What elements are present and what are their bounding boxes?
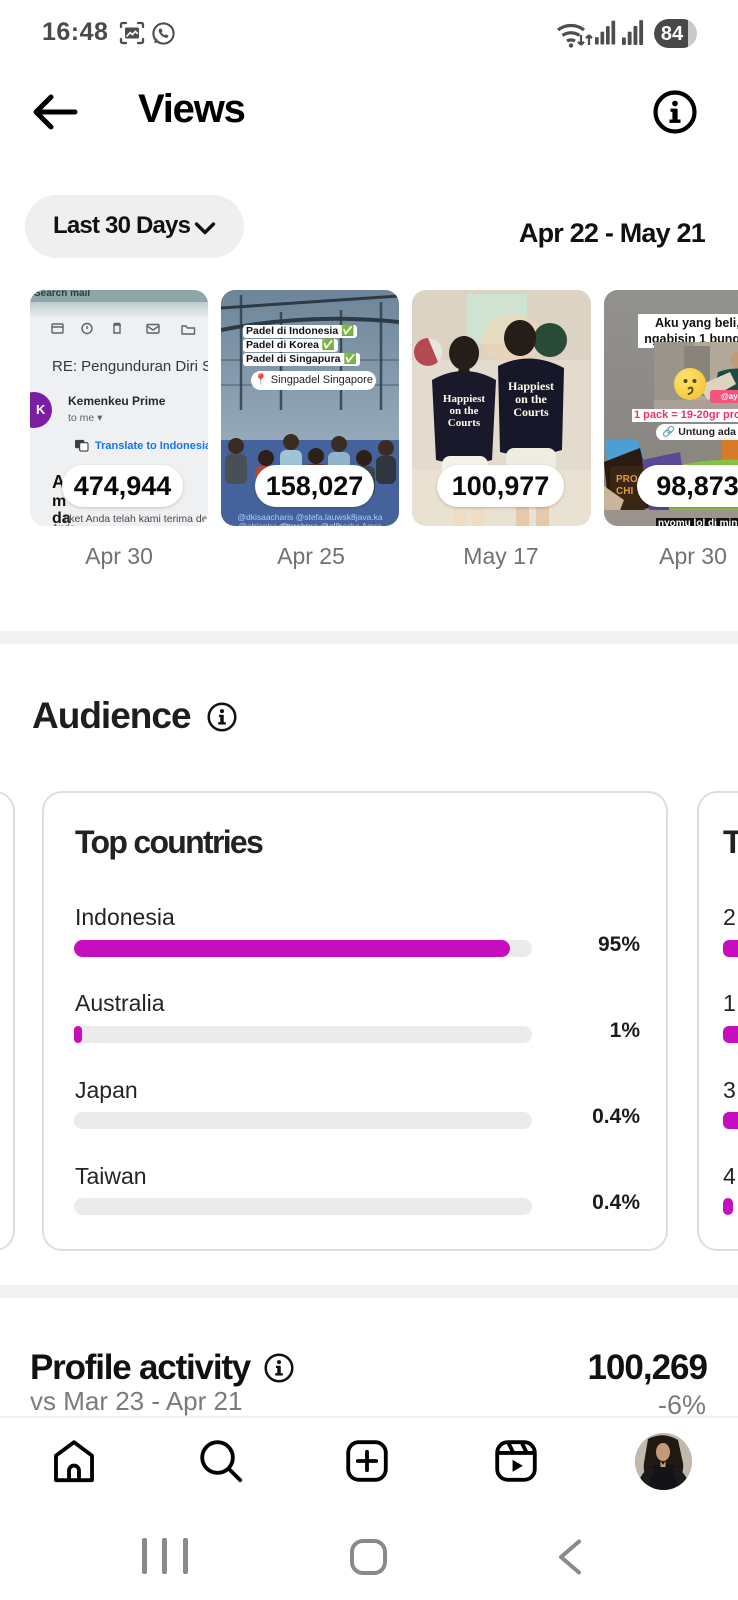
svg-text:on the: on the xyxy=(449,405,478,417)
svg-text:Courts: Courts xyxy=(448,417,481,429)
svg-text:PRO: PRO xyxy=(616,474,638,485)
svg-text:on the: on the xyxy=(515,392,547,406)
svg-text:Happiest: Happiest xyxy=(443,393,486,405)
svg-text:CHI: CHI xyxy=(616,486,633,497)
svg-text:Courts: Courts xyxy=(513,405,549,419)
svg-text:Happiest: Happiest xyxy=(508,379,554,393)
